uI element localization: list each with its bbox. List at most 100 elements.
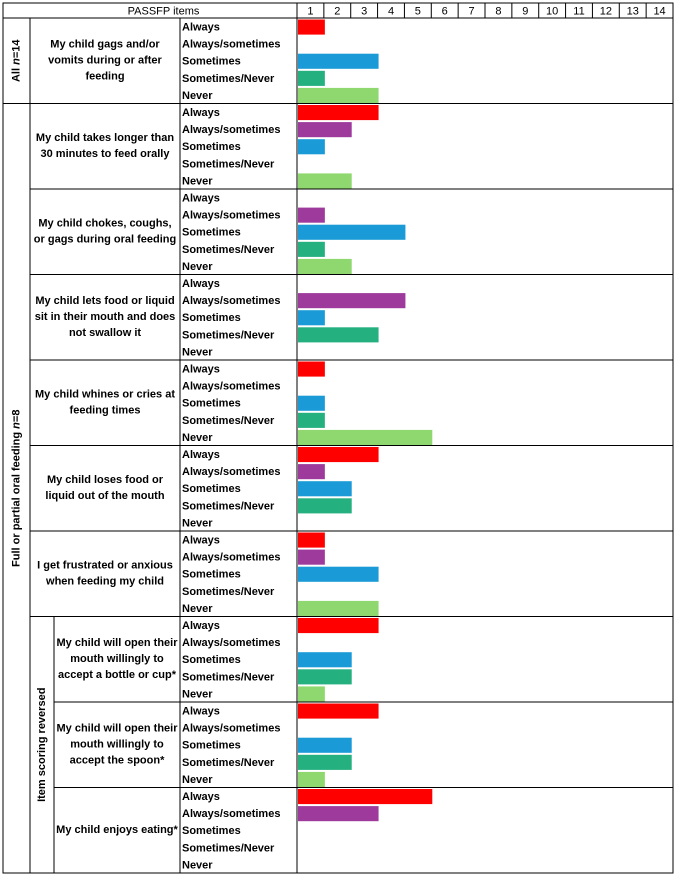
response-label: Sometimes/Never: [182, 415, 275, 427]
item-label: 30 minutes to feed orally: [41, 148, 171, 160]
item-label: accept a bottle or cup*: [58, 669, 177, 681]
bar: [298, 566, 379, 582]
bar: [298, 395, 325, 411]
item-label: My child chokes, coughs,: [38, 218, 171, 230]
response-label: Sometimes/Never: [182, 757, 275, 769]
response-label: Always: [182, 107, 220, 119]
response-label: Always/sometimes: [182, 552, 280, 564]
response-label: Always: [182, 791, 220, 803]
response-label: Sometimes: [182, 141, 241, 153]
header-title: PASSFP items: [128, 5, 200, 17]
response-label: Always/sometimes: [182, 295, 280, 307]
bar: [298, 241, 325, 257]
bar: [298, 139, 325, 155]
item-label: sit in their mouth and does: [35, 311, 176, 323]
response-label: Sometimes/Never: [182, 500, 275, 512]
bar: [298, 122, 352, 138]
bar: [298, 789, 433, 805]
bar: [298, 703, 379, 719]
bar: [298, 310, 325, 326]
item-label: feeding: [85, 71, 124, 83]
response-label: Always/sometimes: [182, 466, 280, 478]
x-tick-label: 11: [573, 5, 584, 17]
group-label: All n=14: [10, 39, 22, 82]
response-label: Always: [182, 278, 220, 290]
item-label: when feeding my child: [45, 576, 164, 588]
response-label: Sometimes: [182, 398, 241, 410]
item-label: mouth willingly to: [70, 653, 164, 665]
item-label: vomits during or after: [48, 55, 162, 67]
response-label: Never: [182, 603, 213, 615]
response-label: Sometimes: [182, 825, 241, 837]
response-label: Sometimes: [182, 227, 241, 239]
bar: [298, 686, 325, 702]
bar: [298, 498, 352, 514]
response-label: Always/sometimes: [182, 210, 280, 222]
response-label: Always/sometimes: [182, 808, 280, 820]
x-tick-label: 4: [388, 5, 394, 17]
response-label: Sometimes: [182, 569, 241, 581]
x-tick-label: 12: [600, 5, 612, 17]
response-label: Sometimes/Never: [182, 244, 275, 256]
bar: [298, 412, 325, 428]
item-label: I get frustrated or anxious: [37, 560, 173, 572]
item-label: or gags during oral feeding: [34, 234, 176, 246]
bar: [298, 549, 325, 565]
item-label: feeding times: [70, 405, 141, 417]
response-label: Never: [182, 175, 213, 187]
response-label: Always/sometimes: [182, 124, 280, 136]
bar: [298, 532, 325, 548]
bar: [298, 327, 379, 343]
x-tick-label: 13: [627, 5, 639, 17]
response-label: Sometimes: [182, 56, 241, 68]
bar: [298, 600, 379, 616]
bar: [298, 447, 379, 463]
bar: [298, 806, 379, 822]
response-label: Always: [182, 620, 220, 632]
item-label: My child enjoys eating*: [56, 824, 178, 836]
bar: [298, 53, 379, 69]
bar: [298, 293, 406, 309]
response-label: Never: [182, 774, 213, 786]
bar: [298, 771, 325, 787]
bar: [298, 105, 379, 121]
response-label: Always/sometimes: [182, 723, 280, 735]
x-tick-label: 5: [415, 5, 421, 17]
bar: [298, 258, 352, 274]
item-label: My child will open their: [56, 637, 178, 649]
item-label: mouth willingly to: [70, 739, 164, 751]
response-label: Always: [182, 705, 220, 717]
response-label: Always: [182, 449, 220, 461]
bar: [298, 70, 325, 86]
bar: [298, 737, 352, 753]
response-label: Always: [182, 192, 220, 204]
x-tick-label: 6: [442, 5, 448, 17]
bar: [298, 618, 379, 634]
response-label: Always: [182, 534, 220, 546]
bar: [298, 429, 433, 445]
response-label: Sometimes: [182, 654, 241, 666]
response-label: Never: [182, 90, 213, 102]
x-tick-label: 9: [522, 5, 528, 17]
bar: [298, 464, 325, 480]
item-label: My child will open their: [56, 723, 178, 735]
item-label: My child loses food or: [47, 474, 164, 486]
item-label: My child lets food or liquid: [35, 295, 174, 307]
response-label: Sometimes/Never: [182, 73, 275, 85]
bar: [298, 754, 352, 770]
bar: [298, 481, 352, 497]
x-tick-label: 1: [307, 5, 313, 17]
bar: [298, 87, 379, 103]
response-label: Sometimes: [182, 483, 241, 495]
response-label: Never: [182, 517, 213, 529]
response-label: Always/sometimes: [182, 637, 280, 649]
response-label: Always: [182, 363, 220, 375]
item-label: My child takes longer than: [36, 132, 174, 144]
bar: [298, 224, 406, 240]
item-label: liquid out of the mouth: [45, 490, 164, 502]
bar: [298, 19, 325, 35]
x-tick-label: 2: [334, 5, 340, 17]
x-tick-label: 14: [653, 5, 665, 17]
response-label: Never: [182, 432, 213, 444]
